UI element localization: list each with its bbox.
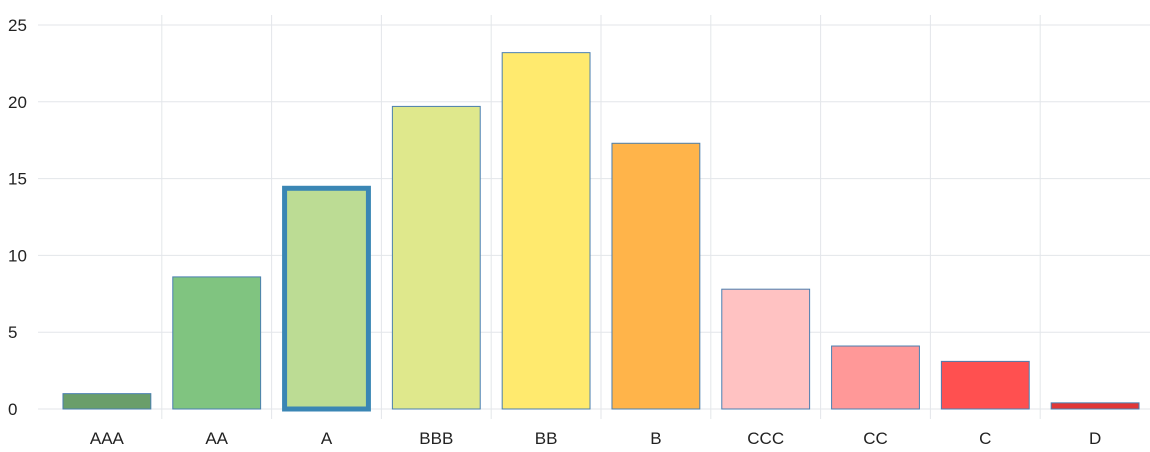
x-tick-label: CC bbox=[863, 429, 888, 448]
y-axis: 0 5 10 15 20 25 bbox=[8, 16, 27, 419]
y-tick-label: 15 bbox=[8, 170, 27, 189]
x-tick-label: CCC bbox=[747, 429, 784, 448]
y-tick-label: 0 bbox=[8, 400, 17, 419]
y-tick-label: 20 bbox=[8, 93, 27, 112]
gridlines bbox=[38, 15, 1150, 419]
bar-bb[interactable] bbox=[501, 52, 591, 410]
bar-d[interactable] bbox=[1050, 402, 1140, 410]
x-tick-label: BB bbox=[535, 429, 558, 448]
x-tick-label: A bbox=[321, 429, 333, 448]
bar-b[interactable] bbox=[611, 142, 701, 410]
bar-bbb[interactable] bbox=[391, 105, 481, 410]
x-tick-label: D bbox=[1089, 429, 1101, 448]
y-tick-label: 25 bbox=[8, 16, 27, 35]
x-tick-label: BBB bbox=[419, 429, 453, 448]
x-axis: AAA AA A BBB BB B CCC CC C D bbox=[90, 429, 1101, 448]
bar-aa[interactable] bbox=[172, 276, 262, 410]
x-tick-label: C bbox=[979, 429, 991, 448]
bars bbox=[62, 52, 1140, 412]
bar-ccc[interactable] bbox=[721, 288, 811, 410]
x-tick-label: AA bbox=[205, 429, 228, 448]
bar-cc[interactable] bbox=[831, 345, 920, 410]
bar-c[interactable] bbox=[940, 360, 1030, 410]
y-tick-label: 10 bbox=[8, 246, 27, 265]
bar-a[interactable] bbox=[282, 185, 371, 412]
x-tick-label: B bbox=[650, 429, 661, 448]
bar-aaa[interactable] bbox=[62, 393, 152, 410]
y-tick-label: 5 bbox=[8, 323, 17, 342]
x-tick-label: AAA bbox=[90, 429, 125, 448]
